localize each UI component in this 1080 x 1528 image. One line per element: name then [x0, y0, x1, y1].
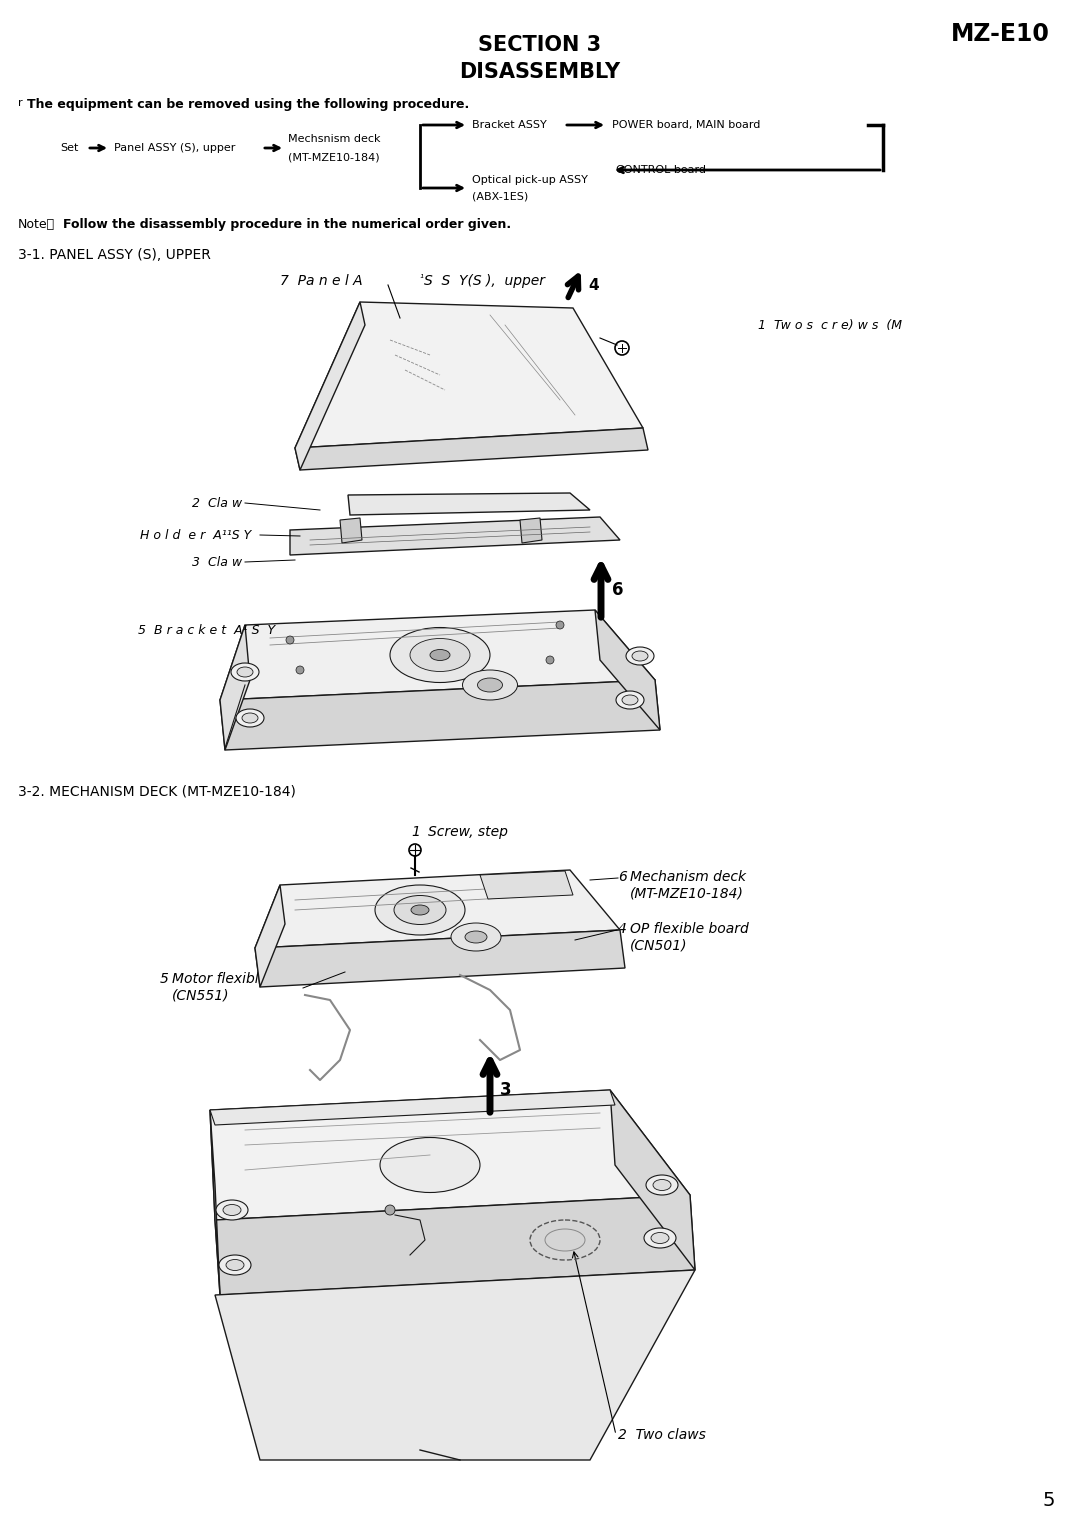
Ellipse shape — [644, 1229, 676, 1248]
Polygon shape — [255, 869, 620, 947]
Polygon shape — [210, 1109, 220, 1296]
Text: Optical pick-up ASSY: Optical pick-up ASSY — [472, 176, 588, 185]
Text: Motor flexible board
(CN551): Motor flexible board (CN551) — [172, 972, 312, 1002]
Text: 7  Pa n e l A: 7 Pa n e l A — [280, 274, 363, 287]
Ellipse shape — [616, 691, 644, 709]
Polygon shape — [519, 518, 542, 542]
Polygon shape — [480, 871, 573, 898]
Polygon shape — [340, 518, 362, 542]
Text: r: r — [18, 98, 23, 108]
Text: OP flexible board
(CN501): OP flexible board (CN501) — [630, 921, 748, 952]
Ellipse shape — [237, 709, 264, 727]
Circle shape — [384, 1206, 395, 1215]
Polygon shape — [255, 885, 285, 987]
Ellipse shape — [226, 1259, 244, 1270]
Text: Screw, step: Screw, step — [428, 825, 508, 839]
Ellipse shape — [216, 1199, 248, 1219]
Text: (ABX-1ES): (ABX-1ES) — [472, 191, 528, 202]
Ellipse shape — [411, 905, 429, 915]
Polygon shape — [215, 1195, 696, 1296]
Text: Set: Set — [60, 144, 79, 153]
Ellipse shape — [465, 931, 487, 943]
Text: 4: 4 — [588, 278, 598, 292]
Ellipse shape — [380, 1137, 480, 1192]
Ellipse shape — [237, 668, 253, 677]
Text: 3-1. PANEL ASSY (S), UPPER: 3-1. PANEL ASSY (S), UPPER — [18, 248, 211, 261]
Ellipse shape — [462, 669, 517, 700]
Polygon shape — [220, 610, 654, 700]
Ellipse shape — [410, 639, 470, 671]
Text: CONTROL board: CONTROL board — [616, 165, 706, 176]
Ellipse shape — [477, 678, 502, 692]
Polygon shape — [610, 1089, 696, 1270]
Text: Follow the disassembly procedure in the numerical order given.: Follow the disassembly procedure in the … — [63, 219, 511, 231]
Polygon shape — [220, 680, 660, 750]
Text: 2  Cla w: 2 Cla w — [192, 497, 242, 509]
Polygon shape — [220, 625, 249, 750]
Ellipse shape — [222, 1204, 241, 1215]
Polygon shape — [348, 494, 590, 515]
Circle shape — [556, 620, 564, 630]
Polygon shape — [210, 1089, 615, 1125]
Polygon shape — [295, 428, 648, 471]
Text: 1: 1 — [411, 825, 420, 839]
Polygon shape — [210, 1089, 690, 1219]
Polygon shape — [295, 303, 643, 448]
Circle shape — [546, 656, 554, 665]
Text: 3-2. MECHANISM DECK (MT-MZE10-184): 3-2. MECHANISM DECK (MT-MZE10-184) — [18, 784, 296, 798]
Text: POWER board, MAIN board: POWER board, MAIN board — [612, 121, 760, 130]
Ellipse shape — [626, 646, 654, 665]
Polygon shape — [255, 931, 625, 987]
Polygon shape — [291, 516, 620, 555]
Text: H o l d  e r  A¹¹S Y: H o l d e r A¹¹S Y — [140, 529, 252, 541]
Text: Panel ASSY (S), upper: Panel ASSY (S), upper — [114, 144, 235, 153]
Text: 3: 3 — [500, 1080, 512, 1099]
Text: The equipment can be removed using the following procedure.: The equipment can be removed using the f… — [27, 98, 469, 112]
Text: MZ-E10: MZ-E10 — [951, 21, 1050, 46]
Text: ¹: ¹ — [419, 274, 423, 284]
Text: SECTION 3: SECTION 3 — [478, 35, 602, 55]
Text: 5: 5 — [1042, 1491, 1055, 1510]
Text: 5  B r a c k e t  A¹ S  Y: 5 B r a c k e t A¹ S Y — [138, 623, 275, 637]
Text: 5: 5 — [160, 972, 168, 986]
Ellipse shape — [622, 695, 638, 704]
Ellipse shape — [653, 1180, 671, 1190]
Text: 6: 6 — [612, 581, 623, 599]
Text: 3  Cla w: 3 Cla w — [192, 556, 242, 568]
Ellipse shape — [390, 628, 490, 683]
Ellipse shape — [219, 1254, 251, 1274]
Ellipse shape — [242, 714, 258, 723]
Text: (MT-MZE10-184): (MT-MZE10-184) — [288, 151, 380, 162]
Polygon shape — [295, 303, 365, 471]
Ellipse shape — [632, 651, 648, 662]
Polygon shape — [215, 1270, 696, 1459]
Text: 4: 4 — [618, 921, 626, 937]
Ellipse shape — [430, 649, 450, 660]
Ellipse shape — [231, 663, 259, 681]
Text: Mechanism deck
(MT-MZE10-184): Mechanism deck (MT-MZE10-184) — [630, 869, 746, 900]
Text: 2  Two claws: 2 Two claws — [618, 1429, 706, 1442]
Ellipse shape — [646, 1175, 678, 1195]
Ellipse shape — [451, 923, 501, 950]
Polygon shape — [595, 610, 660, 730]
Circle shape — [286, 636, 294, 643]
Ellipse shape — [375, 885, 465, 935]
Text: Mechsnism deck: Mechsnism deck — [288, 134, 380, 144]
Text: 1  Tw o s  c r e) w s  (M: 1 Tw o s c r e) w s (M — [758, 318, 902, 332]
Text: S  S  Y(S ),  upper: S S Y(S ), upper — [424, 274, 545, 287]
Text: Note：: Note： — [18, 219, 55, 231]
Ellipse shape — [651, 1233, 669, 1244]
Circle shape — [296, 666, 303, 674]
Text: DISASSEMBLY: DISASSEMBLY — [459, 63, 621, 83]
Text: Bracket ASSY: Bracket ASSY — [472, 121, 546, 130]
Text: 6: 6 — [618, 869, 626, 885]
Ellipse shape — [394, 895, 446, 924]
